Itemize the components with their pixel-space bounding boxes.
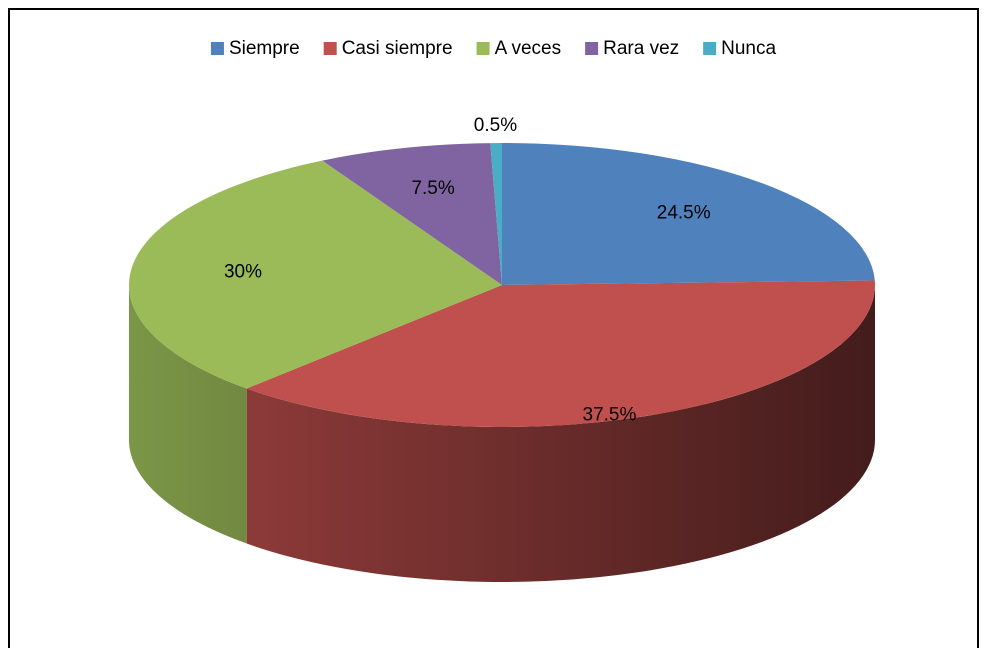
data-label: 37.5%: [583, 405, 637, 426]
pie-slice: [490, 143, 502, 285]
legend-swatch: [703, 42, 717, 55]
legend-label: Casi siempre: [342, 38, 453, 59]
pie-slice: [322, 143, 502, 285]
legend-label: Rara vez: [603, 38, 679, 59]
legend-label: A veces: [495, 38, 562, 59]
pie-slice: [128, 160, 502, 389]
data-label: 0.5%: [474, 115, 517, 136]
data-label: 30%: [224, 262, 262, 283]
legend-label: Siempre: [229, 38, 300, 59]
pie-side: [246, 285, 875, 582]
pie-side: [129, 285, 247, 544]
chart-frame: [8, 8, 979, 648]
pie-slice: [502, 143, 875, 285]
legend-swatch: [210, 42, 224, 55]
data-label: 7.5%: [411, 178, 454, 199]
legend-swatch: [323, 42, 337, 55]
data-label: 24.5%: [657, 203, 711, 224]
legend-swatch: [476, 42, 490, 55]
legend-swatch: [585, 42, 599, 55]
legend-label: Nunca: [721, 38, 776, 59]
pie-slice: [246, 280, 875, 428]
